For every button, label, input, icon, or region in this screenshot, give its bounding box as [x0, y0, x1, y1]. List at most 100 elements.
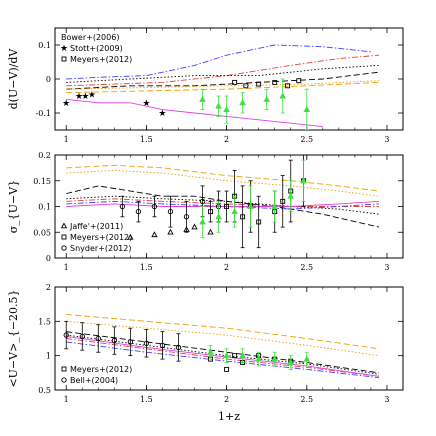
data-point [143, 340, 150, 346]
data-point [303, 105, 311, 113]
model-lines [66, 164, 380, 228]
data-point [256, 219, 262, 225]
data-point [151, 203, 158, 210]
legend-label: Bell+(2004) [70, 376, 118, 385]
data-point: ★ [88, 90, 96, 100]
model-line [66, 71, 379, 90]
model-line [66, 98, 323, 128]
data-point [263, 95, 271, 102]
y-tick-label: 2 [46, 283, 51, 292]
data-point [271, 202, 279, 209]
legend-entry: Snyder+(2012) [61, 244, 131, 253]
data-point [135, 208, 142, 215]
y-axis-label: d(U−V)/dV [7, 48, 20, 110]
data-points [119, 155, 307, 249]
data-point [287, 192, 295, 199]
legend-label: Meyers+(2012) [70, 233, 132, 242]
legend-entry: Jaffe'+(2011) [60, 222, 123, 231]
data-point [256, 81, 262, 87]
data-point [167, 228, 174, 235]
legend-label: Snyder+(2012) [70, 244, 131, 253]
data-point [215, 102, 223, 109]
x-tick-label: 1 [64, 135, 69, 144]
model-line [66, 44, 371, 80]
x-axis-label: 1+z [218, 410, 240, 423]
x-tick-label: 2 [224, 395, 229, 404]
legend-label: Bower+(2006) [61, 33, 119, 42]
x-tick-label: 1 [64, 395, 69, 404]
legend-label: Jaffe'+(2011) [69, 222, 123, 231]
y-tick-label: 1 [46, 352, 51, 361]
y-tick-label: 1.5 [38, 317, 51, 326]
legend-marker [61, 56, 67, 62]
legend-entry: Bower+(2006) [61, 33, 119, 42]
model-line [66, 200, 379, 207]
data-point: ★ [142, 99, 150, 109]
legend-entry: Meyers+(2012) [61, 365, 132, 374]
data-point [127, 339, 134, 345]
data-point [279, 92, 287, 99]
data-point [303, 355, 311, 362]
data-point [247, 202, 255, 209]
data-point [224, 366, 230, 372]
data-points: ★★★★★★ [62, 78, 311, 130]
legend-marker [61, 377, 67, 383]
data-point [208, 209, 214, 215]
data-point [183, 214, 190, 220]
data-point [239, 99, 247, 106]
legend-entry: Meyers+(2012) [61, 55, 132, 64]
data-point [207, 348, 214, 355]
legend-label: Meyers+(2012) [70, 365, 132, 374]
data-point [296, 78, 302, 84]
data-point [287, 358, 295, 365]
legend-entry: Bell+(2004) [61, 376, 118, 385]
y-tick-label: 0.1 [38, 203, 51, 212]
legend-marker [61, 245, 67, 251]
model-line [66, 54, 379, 87]
data-point [63, 332, 69, 338]
data-point [159, 342, 166, 349]
data-point [199, 198, 206, 205]
x-tick-label: 3 [384, 135, 389, 144]
data-point [79, 333, 85, 340]
data-point [111, 337, 117, 344]
model-line [66, 169, 380, 197]
model-lines [66, 44, 379, 128]
model-line [66, 198, 379, 207]
data-point: ★ [158, 109, 166, 119]
plot-frame [54, 286, 404, 391]
data-point [127, 233, 134, 240]
data-point [119, 203, 126, 210]
model-line [66, 195, 380, 215]
y-tick-label: 0.15 [33, 177, 51, 186]
data-point [207, 228, 214, 235]
x-tick-label: 2 [224, 263, 229, 272]
x-tick-label: 3 [384, 263, 389, 272]
x-tick-label: 1.5 [140, 263, 153, 272]
data-point [255, 355, 263, 362]
model-line [66, 164, 380, 192]
data-point: ★ [75, 92, 83, 102]
legend-marker: ★ [60, 44, 68, 54]
model-line [66, 320, 380, 357]
data-point [224, 204, 230, 209]
data-point [175, 344, 182, 351]
data-point [243, 83, 249, 89]
x-tick-label: 1 [64, 263, 69, 272]
model-line [66, 81, 379, 94]
y-tick-label: 0.1 [38, 41, 51, 50]
data-point [285, 83, 290, 89]
legend-marker [61, 366, 67, 372]
x-tick-label: 2.5 [300, 135, 313, 144]
data-point [223, 105, 231, 113]
data-point [191, 223, 198, 230]
data-point [280, 198, 286, 204]
panel-3: 1 1.5 2 2.5 3 0.5 1 1.5 2 <U−V>_{−20.5} 1+z Meyers+… [7, 283, 404, 423]
data-point [199, 218, 206, 225]
data-point [232, 353, 238, 359]
legend-entry: Meyers+(2012) [61, 233, 132, 242]
data-point [231, 207, 239, 215]
legend-label: Stott+(2009) [70, 44, 123, 53]
y-tick-label: 0.05 [33, 228, 51, 237]
